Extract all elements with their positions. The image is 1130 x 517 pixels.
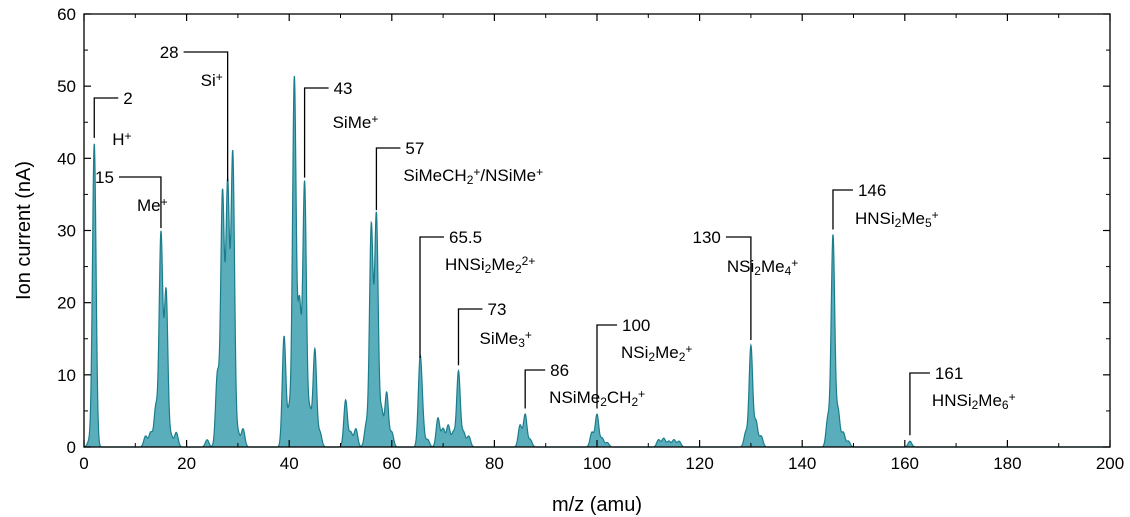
annotation-leader <box>457 308 483 366</box>
x-tick-label: 20 <box>177 454 196 473</box>
annotation-mass: 130 <box>693 228 721 247</box>
annotation-leader <box>419 236 445 359</box>
y-tick-label: 40 <box>57 149 76 168</box>
peak-annotation-146: 146 HNSi2Me5+ <box>832 181 939 231</box>
peak-annotation-161: 161 HNSi2Me6+ <box>909 364 1016 436</box>
y-tick-label: 30 <box>57 222 76 241</box>
y-tick-label: 50 <box>57 77 76 96</box>
annotation-leader <box>183 51 229 182</box>
annotation-mass: 73 <box>487 300 506 319</box>
y-tick-label: 10 <box>57 366 76 385</box>
peak-annotations: 2 H+ 15 Me+ 28 Si+ 43 SiMe+ 57 SiMeCH2+/NSiMe+ 65.… <box>93 43 1016 436</box>
annotation-leader <box>524 369 546 409</box>
annotation-mass: 15 <box>95 168 114 187</box>
annotation-formula: HNSi2Me5+ <box>855 208 939 231</box>
annotation-leader <box>725 236 752 340</box>
annotation-formula: HNSi2Me22+ <box>445 254 535 277</box>
annotation-mass: 2 <box>123 89 132 108</box>
annotation-mass: 57 <box>405 139 424 158</box>
annotation-leader <box>93 97 119 138</box>
y-tick-label: 20 <box>57 294 76 313</box>
y-tick-label: 0 <box>67 438 76 457</box>
annotation-leader <box>832 189 853 230</box>
annotation-formula: Me+ <box>137 195 168 215</box>
peak-annotation-15: 15 Me+ <box>95 168 168 229</box>
peak-annotation-65.5: 65.5 HNSi2Me22+ <box>419 228 535 359</box>
peak-annotation-43: 43 SiMe+ <box>303 79 379 178</box>
annotation-mass: 86 <box>550 361 569 380</box>
x-tick-label: 40 <box>280 454 299 473</box>
annotation-mass: 100 <box>622 316 650 335</box>
y-tick-label: 60 <box>57 5 76 24</box>
x-axis-label: m/z (amu) <box>552 494 642 516</box>
annotation-formula: Si+ <box>201 70 223 90</box>
annotation-formula: NSiMe2CH2+ <box>549 387 645 410</box>
annotation-leader <box>118 176 162 229</box>
peak-annotation-2: 2 H+ <box>93 89 133 149</box>
x-tick-label: 60 <box>382 454 401 473</box>
peak-annotation-57: 57 SiMeCH2+/NSiMe+ <box>375 139 543 211</box>
annotation-formula: SiMe3+ <box>479 328 531 351</box>
x-tick-label: 100 <box>583 454 611 473</box>
annotation-leader <box>375 147 401 211</box>
x-tick-label: 200 <box>1096 454 1124 473</box>
annotation-formula: NSi2Me4+ <box>727 256 798 279</box>
annotation-leader <box>909 372 930 436</box>
x-tick-label: 0 <box>79 454 88 473</box>
peak-annotation-28: 28 Si+ <box>160 43 229 182</box>
annotation-formula: HNSi2Me6+ <box>932 390 1016 413</box>
annotation-mass: 161 <box>935 364 963 383</box>
peak-annotation-130: 130 NSi2Me4+ <box>693 228 798 340</box>
annotation-formula: NSi2Me2+ <box>621 342 692 365</box>
x-tick-label: 80 <box>485 454 504 473</box>
annotation-formula: SiMe+ <box>333 112 379 132</box>
y-axis-label: Ion current (nA) <box>13 161 35 300</box>
annotation-mass: 146 <box>858 181 886 200</box>
x-tick-label: 120 <box>685 454 713 473</box>
annotation-leader <box>303 87 329 178</box>
annotation-leader <box>596 324 617 409</box>
x-tick-label: 140 <box>788 454 816 473</box>
peak-annotation-73: 73 SiMe3+ <box>457 300 532 366</box>
peak-annotation-100: 100 NSi2Me2+ <box>596 316 692 409</box>
x-tick-label: 160 <box>891 454 919 473</box>
annotation-mass: 65.5 <box>449 228 482 247</box>
annotation-mass: 28 <box>160 43 179 62</box>
axis-ticks: 0 20 40 60 80 100 120 140 160 180 200 0 10 20 30 40 50 60 <box>57 5 1124 473</box>
peak-annotation-86: 86 NSiMe2CH2+ <box>524 361 645 410</box>
x-tick-label: 180 <box>993 454 1021 473</box>
annotation-mass: 43 <box>334 79 353 98</box>
annotation-formula: H+ <box>112 129 131 149</box>
annotation-formula: SiMeCH2+/NSiMe+ <box>403 165 543 188</box>
